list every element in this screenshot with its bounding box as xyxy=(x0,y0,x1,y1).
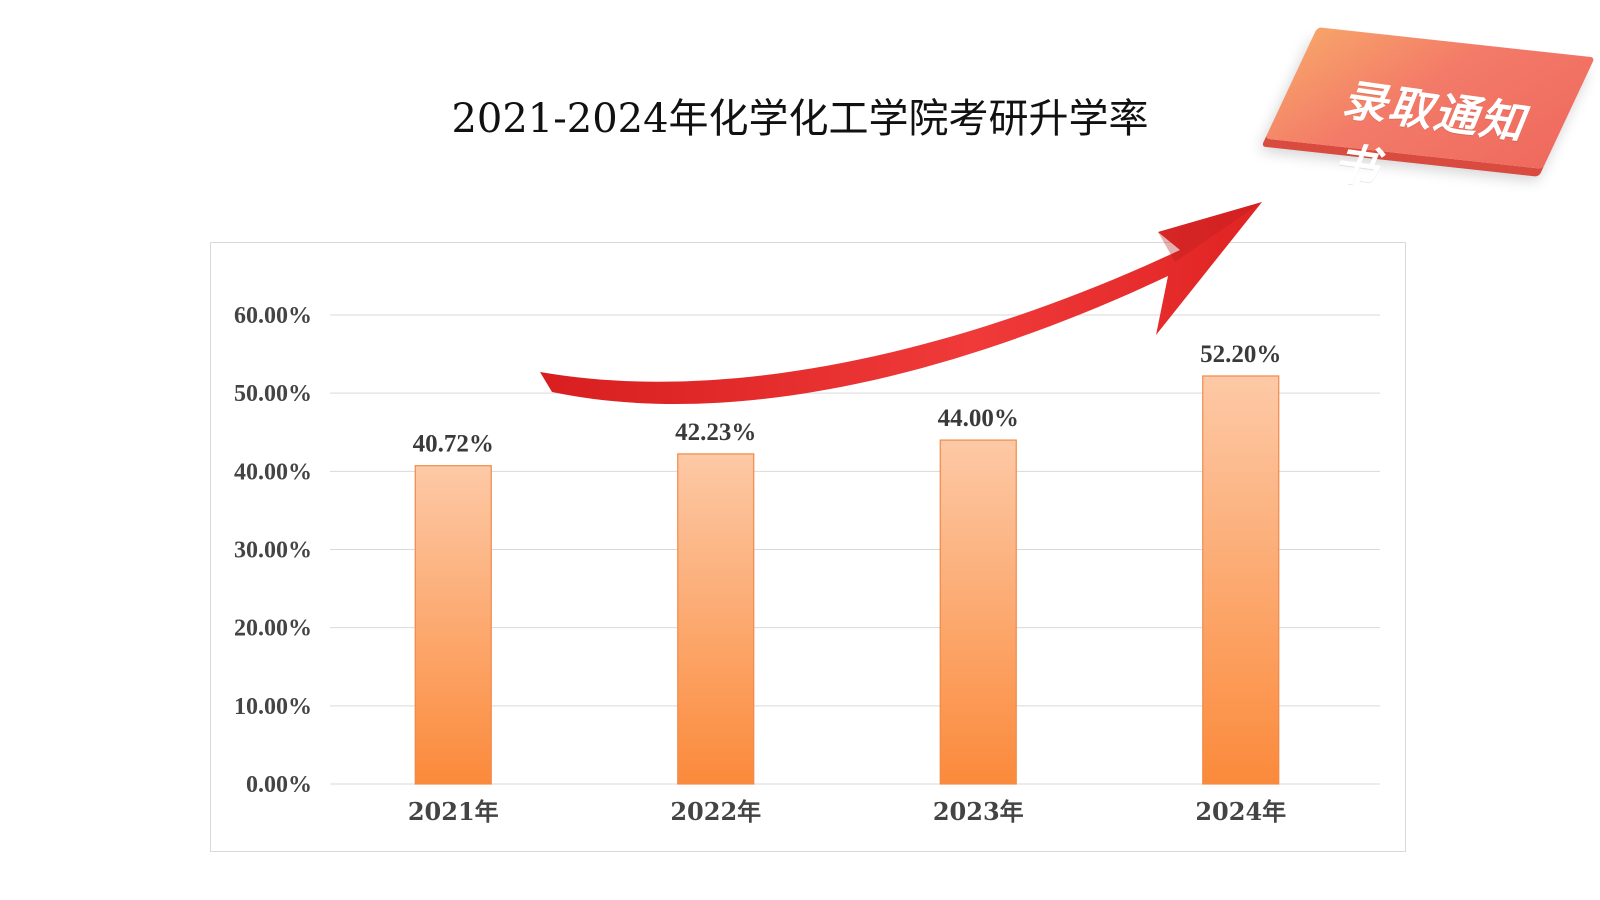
data-label: 52.20% xyxy=(1200,341,1281,368)
bar xyxy=(414,465,492,785)
x-category-label: 2021年 xyxy=(408,797,499,826)
bar xyxy=(677,453,755,785)
y-tick-label: 40.00% xyxy=(234,459,312,485)
x-category-label: 2024年 xyxy=(1195,797,1286,826)
y-axis-ticks: 0.00% 10.00% 20.00% 30.00% 40.00% 50.00% 60.00… xyxy=(234,303,312,798)
chart-title: 2021-2024年化学化工学院考研升学率 xyxy=(451,96,1149,142)
y-tick-label: 50.00% xyxy=(234,381,312,407)
data-label: 40.72% xyxy=(413,431,494,458)
bars xyxy=(414,375,1280,785)
y-tick-label: 20.00% xyxy=(234,616,312,642)
x-category-label: 2023年 xyxy=(933,797,1024,826)
y-tick-label: 0.00% xyxy=(246,772,312,798)
y-tick-label: 10.00% xyxy=(234,694,312,720)
trend-arrow-icon xyxy=(540,202,1262,405)
y-tick-label: 60.00% xyxy=(234,303,312,329)
data-labels: 40.72% 42.23% 44.00% 52.20% xyxy=(413,341,1282,458)
data-label: 44.00% xyxy=(938,405,1019,432)
y-tick-label: 30.00% xyxy=(234,538,312,564)
bar xyxy=(939,439,1017,785)
x-category-label: 2022年 xyxy=(670,797,761,826)
bar xyxy=(1202,375,1280,785)
x-axis-categories: 2021年 2022年 2023年 2024年 xyxy=(408,797,1286,826)
data-label: 42.23% xyxy=(675,419,756,446)
